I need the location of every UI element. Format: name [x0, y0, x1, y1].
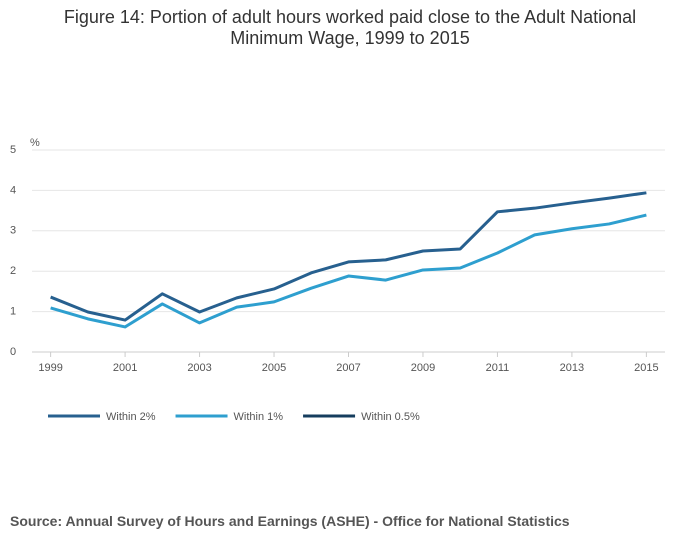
y-tick-label: 1: [10, 306, 16, 318]
x-tick-label: 2013: [560, 362, 584, 374]
legend-label: Within 1%: [234, 411, 284, 423]
x-tick-label: 2009: [411, 362, 435, 374]
line-series: [50, 213, 647, 329]
x-tick-label: 2015: [634, 362, 658, 374]
y-axis-label: %: [30, 137, 40, 149]
y-tick-label: 3: [10, 225, 16, 237]
line-series: [50, 191, 647, 322]
x-tick-label: 2005: [262, 362, 286, 374]
y-tick-label: 0: [10, 346, 16, 358]
source-note: Source: Annual Survey of Hours and Earni…: [10, 513, 570, 529]
legend-label: Within 0.5%: [361, 411, 420, 423]
y-tick-label: 5: [10, 144, 16, 156]
x-tick-label: 2011: [486, 362, 510, 374]
x-tick-label: 2001: [113, 362, 137, 374]
x-tick-label: 2003: [187, 362, 211, 374]
chart-title: Figure 14: Portion of adult hours worked…: [63, 7, 637, 48]
y-tick-label: 2: [10, 265, 16, 277]
legend-label: Within 2%: [106, 411, 156, 423]
x-tick-label: 1999: [38, 362, 62, 374]
y-tick-label: 4: [10, 184, 16, 196]
x-tick-label: 2007: [336, 362, 360, 374]
